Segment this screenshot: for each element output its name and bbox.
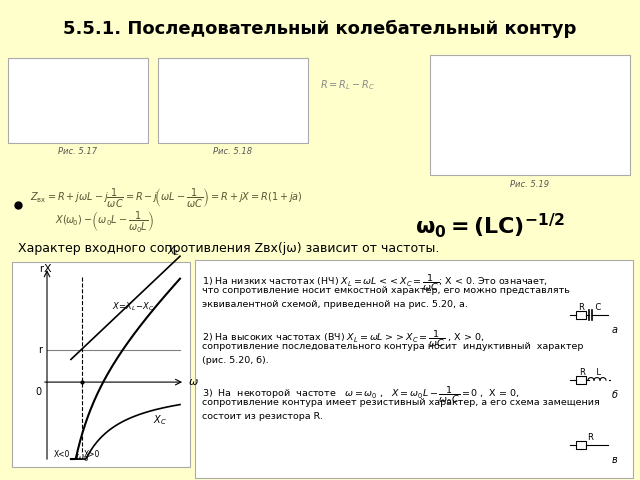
Text: $X_C$: $X_C$ xyxy=(153,414,167,427)
Text: сопротивление контура имеет резистивный характер, а его схема замещения: сопротивление контура имеет резистивный … xyxy=(202,398,600,407)
Text: $R = R_L - R_C$: $R = R_L - R_C$ xyxy=(320,78,375,92)
Text: $\omega$: $\omega$ xyxy=(188,377,199,387)
FancyBboxPatch shape xyxy=(576,441,586,449)
FancyBboxPatch shape xyxy=(158,59,308,144)
FancyBboxPatch shape xyxy=(8,59,148,144)
Text: $Z_{\rm вх} = R + j\omega L - j\dfrac{1}{\omega C} = R - j\!\left(\omega L - \df: $Z_{\rm вх} = R + j\omega L - j\dfrac{1}… xyxy=(30,187,303,210)
Text: 5.5.1. Последовательный колебательный контур: 5.5.1. Последовательный колебательный ко… xyxy=(63,20,577,38)
FancyBboxPatch shape xyxy=(195,260,633,478)
Text: $X\!=\!X_L\!-\!X_C$: $X\!=\!X_L\!-\!X_C$ xyxy=(112,301,155,313)
Text: состоит из резистора R.: состоит из резистора R. xyxy=(202,412,323,421)
FancyBboxPatch shape xyxy=(12,262,190,467)
Text: что сопротивление носит емкостной характер, его можно представлять: что сопротивление носит емкостной характ… xyxy=(202,286,570,295)
Text: X<0: X<0 xyxy=(54,450,70,459)
Text: сопротивление последовательного контура носит  индуктивный  характер: сопротивление последовательного контура … xyxy=(202,342,584,351)
Text: R    L: R L xyxy=(579,368,600,377)
Text: $X(\omega_{\!0}) - \!\left(\omega_0 L - \dfrac{1}{\omega_0 L}\right)$: $X(\omega_{\!0}) - \!\left(\omega_0 L - … xyxy=(55,210,154,235)
Text: X: X xyxy=(43,264,51,274)
Text: Рис. 5.18: Рис. 5.18 xyxy=(213,147,253,156)
Text: б: б xyxy=(612,390,618,400)
FancyBboxPatch shape xyxy=(576,376,586,384)
Text: 2) На высоких частотах (ВЧ) $X_L = \omega L >> X_C = \dfrac{1}{\omega C}$ , X > : 2) На высоких частотах (ВЧ) $X_L = \omeg… xyxy=(202,328,484,349)
Text: r: r xyxy=(38,345,42,355)
Text: $\omega_0$: $\omega_0$ xyxy=(75,452,89,464)
Text: а: а xyxy=(612,325,618,335)
Text: $\mathbf{\omega_0 = (LC)^{-1/2}}$: $\mathbf{\omega_0 = (LC)^{-1/2}}$ xyxy=(415,211,565,240)
Text: 0: 0 xyxy=(36,387,42,397)
FancyBboxPatch shape xyxy=(430,55,630,175)
Text: R    C: R C xyxy=(579,303,601,312)
Text: r: r xyxy=(39,264,43,274)
Text: Рис. 5.17: Рис. 5.17 xyxy=(58,147,97,156)
Text: R: R xyxy=(587,432,593,442)
Text: эквивалентной схемой, приведенной на рис. 5.20, а.: эквивалентной схемой, приведенной на рис… xyxy=(202,300,468,309)
Text: 3)  На  некоторой  частоте   $\omega = \omega_0$ ,   $X = \omega_0 L - \dfrac{1}: 3) На некоторой частоте $\omega = \omega… xyxy=(202,384,520,407)
Text: в: в xyxy=(612,455,618,465)
Text: (рис. 5.20, б).: (рис. 5.20, б). xyxy=(202,356,269,365)
Text: X>0: X>0 xyxy=(84,450,100,459)
Text: Рис. 5.19: Рис. 5.19 xyxy=(511,180,550,189)
Text: Характер входного сопротивления Zвх(jω) зависит от частоты.: Характер входного сопротивления Zвх(jω) … xyxy=(18,242,440,255)
Text: $X_L$: $X_L$ xyxy=(167,244,180,257)
FancyBboxPatch shape xyxy=(576,311,586,319)
Text: 1) На низких частотах (НЧ) $X_L = \omega L << X_C = \dfrac{1}{\omega C}$; X < 0.: 1) На низких частотах (НЧ) $X_L = \omega… xyxy=(202,272,548,293)
